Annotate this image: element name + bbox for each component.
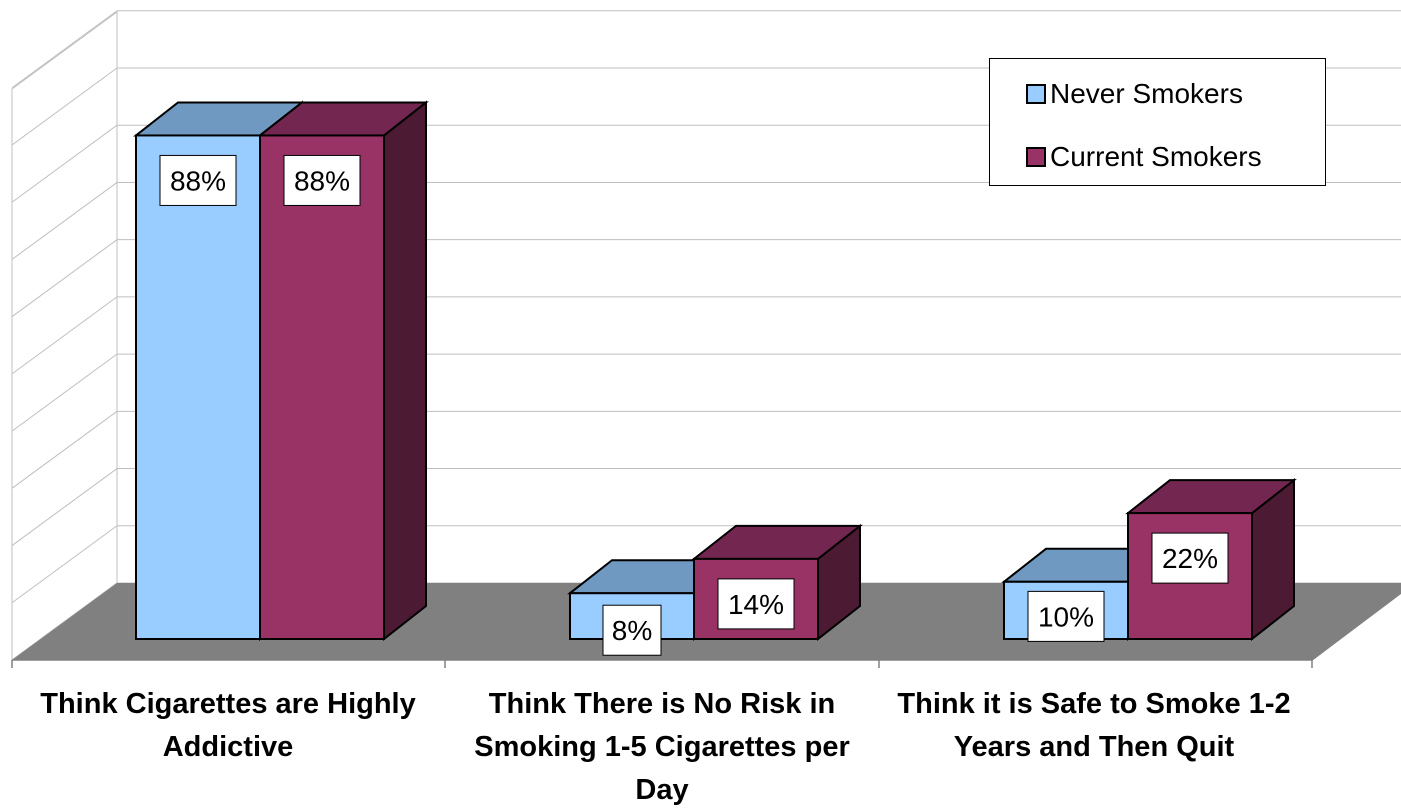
data-label-current-2: 14% bbox=[728, 589, 784, 620]
category-label-1: Think Cigarettes are Highly Addictive bbox=[40, 688, 416, 763]
data-label-current-2-box bbox=[717, 578, 795, 630]
data-label-never-2: 8% bbox=[612, 615, 652, 646]
legend-item-never: Never Smokers bbox=[1026, 78, 1243, 110]
data-label-current-3: 22% bbox=[1162, 543, 1218, 574]
side-gridline bbox=[11, 182, 118, 260]
data-label-current-3-box bbox=[1151, 532, 1229, 584]
legend-label-never: Never Smokers bbox=[1050, 78, 1243, 109]
legend-label-current: Current Smokers bbox=[1050, 141, 1262, 172]
side-gridline bbox=[11, 525, 118, 604]
side-gridline bbox=[11, 67, 118, 146]
data-label-current-1-box bbox=[283, 154, 361, 206]
legend-swatch-current bbox=[1026, 147, 1046, 167]
side-gridline bbox=[11, 410, 118, 489]
side-gridline bbox=[11, 353, 118, 432]
legend-swatch-never bbox=[1026, 84, 1046, 104]
bar-never-1 bbox=[135, 134, 261, 640]
data-label-never-3-box bbox=[1027, 590, 1105, 642]
side-gridline bbox=[11, 10, 118, 89]
data-label-never-3: 10% bbox=[1038, 601, 1094, 632]
side-gridline bbox=[11, 468, 118, 546]
side-gridline bbox=[11, 239, 118, 318]
data-label-never-2-box bbox=[602, 604, 662, 656]
side-gridline bbox=[11, 296, 118, 375]
side-gridline bbox=[11, 124, 118, 203]
category-label-2: Think There is No Risk in Smoking 1-5 Ci… bbox=[474, 688, 850, 806]
legend: Never Smokers Current Smokers bbox=[989, 58, 1326, 186]
bar-current-1-side bbox=[383, 100, 427, 642]
data-label-current-1: 88% bbox=[294, 165, 350, 196]
data-label-never-1-box bbox=[159, 154, 237, 206]
bar-current-1 bbox=[259, 134, 385, 640]
data-label-never-1: 88% bbox=[170, 165, 226, 196]
x-axis-depth-line bbox=[1311, 592, 1401, 661]
legend-item-current: Current Smokers bbox=[1026, 141, 1262, 173]
category-label-3: Think it is Safe to Smoke 1-2 Years and … bbox=[897, 688, 1291, 763]
